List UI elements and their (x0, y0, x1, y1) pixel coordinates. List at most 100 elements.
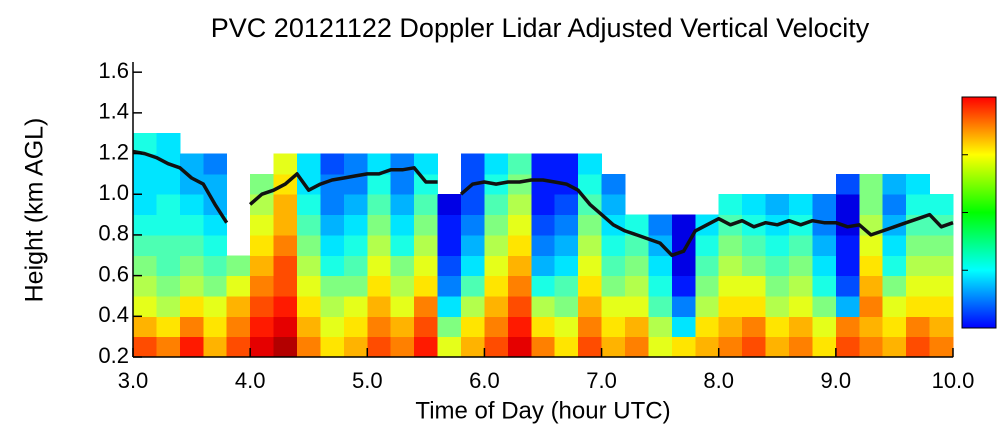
heatmap-cell (297, 234, 321, 256)
heatmap-cell (461, 295, 485, 317)
heatmap-cell (765, 234, 790, 256)
heatmap-cell (812, 255, 837, 277)
heatmap-cell (156, 194, 181, 216)
heatmap-cell (156, 316, 181, 338)
heatmap-cell (835, 316, 860, 338)
heatmap-cell (906, 173, 931, 195)
heatmap-cell (179, 336, 204, 358)
heatmap-cell (625, 255, 649, 277)
heatmap-cell (625, 214, 649, 236)
heatmap-cell (507, 194, 532, 216)
heatmap-cell (835, 295, 860, 317)
heatmap-cell (929, 275, 954, 297)
heatmap-cell (226, 255, 251, 277)
heatmap-cell (414, 316, 439, 338)
heatmap-cell (297, 336, 321, 358)
heatmap-cell (765, 255, 790, 277)
heatmap-cell (437, 316, 462, 338)
heatmap-cell (554, 194, 579, 216)
heatmap-cell (859, 255, 884, 277)
heatmap-cell (226, 336, 251, 358)
heatmap-cell (179, 173, 204, 195)
heatmap-cell (179, 295, 204, 317)
heatmap-cell (718, 295, 743, 317)
y-tick-label: 1.0 (98, 180, 129, 205)
heatmap-cell (250, 295, 275, 317)
heatmap-cell (578, 295, 603, 317)
heatmap-cell (531, 295, 556, 317)
heatmap-cell (461, 336, 485, 358)
heatmap-cell (671, 255, 696, 277)
heatmap-cell (789, 316, 813, 338)
heatmap (133, 133, 954, 358)
heatmap-cell (156, 275, 181, 297)
heatmap-cell (554, 275, 579, 297)
heatmap-cell (179, 255, 204, 277)
heatmap-cell (648, 336, 673, 358)
heatmap-cell (507, 255, 532, 277)
heatmap-cell (507, 336, 532, 358)
heatmap-cell (671, 214, 696, 236)
heatmap-cell (133, 295, 157, 317)
heatmap-cell (390, 234, 415, 256)
heatmap-cell (507, 295, 532, 317)
heatmap-cell (625, 316, 649, 338)
heatmap-cell (320, 336, 345, 358)
heatmap-cell (390, 173, 415, 195)
heatmap-cell (531, 255, 556, 277)
heatmap-cell (273, 336, 298, 358)
heatmap-cell (343, 173, 368, 195)
y-tick-label: 1.6 (98, 58, 129, 83)
heatmap-cell (273, 194, 298, 216)
heatmap-cell (320, 194, 345, 216)
heatmap-cell (507, 153, 532, 175)
heatmap-cell (601, 275, 626, 297)
heatmap-cell (133, 133, 157, 155)
heatmap-cell (625, 295, 649, 317)
heatmap-cell (882, 173, 907, 195)
heatmap-cell (343, 316, 368, 338)
heatmap-cell (343, 255, 368, 277)
y-tick-label: 0.8 (98, 221, 129, 246)
heatmap-cell (250, 316, 275, 338)
heatmap-cell (320, 316, 345, 338)
heatmap-cell (250, 234, 275, 256)
heatmap-cell (414, 255, 439, 277)
heatmap-cell (461, 194, 485, 216)
heatmap-cell (156, 173, 181, 195)
x-tick-label: 6.0 (469, 368, 500, 393)
heatmap-cell (297, 153, 321, 175)
heatmap-cell (742, 194, 767, 216)
heatmap-cell (390, 194, 415, 216)
heatmap-cell (695, 316, 720, 338)
heatmap-cell (578, 173, 603, 195)
heatmap-cell (859, 234, 884, 256)
heatmap-cell (484, 316, 509, 338)
heatmap-cell (367, 275, 392, 297)
heatmap-cell (789, 234, 813, 256)
heatmap-cell (390, 275, 415, 297)
heatmap-cell (648, 255, 673, 277)
heatmap-cell (179, 214, 204, 236)
heatmap-cell (671, 336, 696, 358)
heatmap-cell (273, 214, 298, 236)
heatmap-cell (320, 275, 345, 297)
heatmap-cell (437, 336, 462, 358)
heatmap-cell (203, 153, 228, 175)
heatmap-cell (882, 255, 907, 277)
heatmap-cell (648, 275, 673, 297)
heatmap-cell (812, 336, 837, 358)
heatmap-cell (507, 214, 532, 236)
y-tick-label: 1.4 (98, 99, 129, 124)
heatmap-cell (203, 316, 228, 338)
y-tick-label: 1.2 (98, 139, 129, 164)
heatmap-cell (390, 295, 415, 317)
heatmap-cell (297, 255, 321, 277)
heatmap-cell (859, 173, 884, 195)
heatmap-cell (156, 336, 181, 358)
heatmap-cell (554, 234, 579, 256)
heatmap-cell (765, 316, 790, 338)
heatmap-cell (250, 275, 275, 297)
heatmap-cell (531, 153, 556, 175)
heatmap-cell (203, 255, 228, 277)
